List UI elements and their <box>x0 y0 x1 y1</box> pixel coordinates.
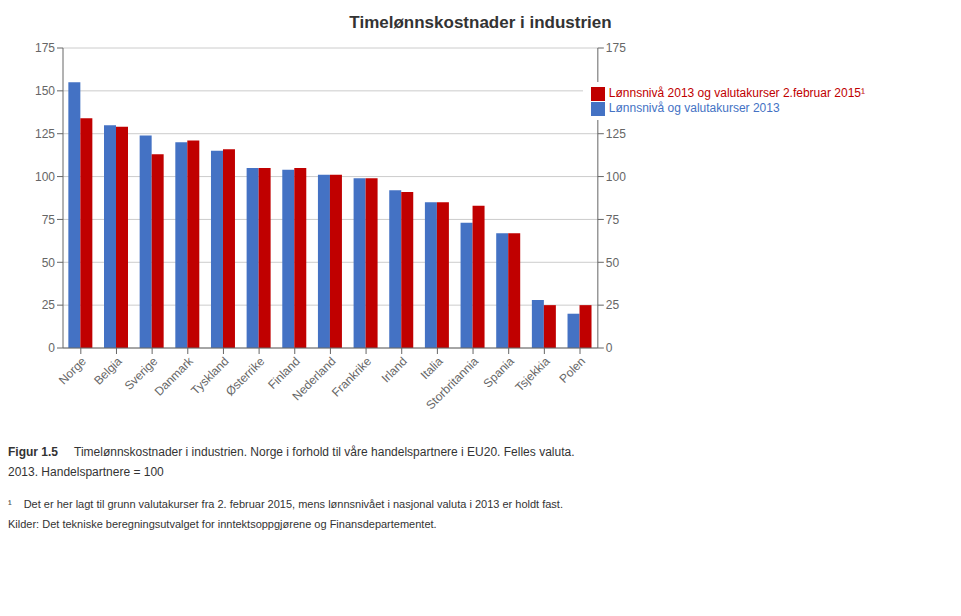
svg-text:175: 175 <box>606 41 626 55</box>
svg-text:175: 175 <box>35 41 55 55</box>
svg-text:100: 100 <box>606 170 626 184</box>
svg-text:Østerrike: Østerrike <box>223 354 268 399</box>
svg-text:125: 125 <box>606 127 626 141</box>
svg-text:Frankrike: Frankrike <box>329 354 374 399</box>
svg-text:Nederland: Nederland <box>290 354 339 403</box>
svg-text:Storbritannia: Storbritannia <box>423 354 481 412</box>
svg-text:50: 50 <box>606 256 620 270</box>
svg-text:Spania: Spania <box>481 354 518 391</box>
svg-text:150: 150 <box>35 84 55 98</box>
svg-text:0: 0 <box>48 341 55 355</box>
svg-text:Polen: Polen <box>557 354 589 386</box>
svg-text:150: 150 <box>606 84 626 98</box>
svg-text:Irland: Irland <box>379 354 410 385</box>
svg-text:50: 50 <box>42 256 56 270</box>
svg-text:25: 25 <box>606 298 620 312</box>
svg-text:Norge: Norge <box>56 354 89 387</box>
svg-text:Danmark: Danmark <box>152 354 197 399</box>
svg-text:0: 0 <box>606 341 613 355</box>
svg-text:75: 75 <box>42 213 56 227</box>
svg-text:Tsjekkia: Tsjekkia <box>512 354 552 394</box>
svg-text:75: 75 <box>606 213 620 227</box>
svg-text:100: 100 <box>35 170 55 184</box>
svg-text:Italia: Italia <box>418 354 446 382</box>
svg-text:125: 125 <box>35 127 55 141</box>
svg-text:25: 25 <box>42 298 56 312</box>
svg-text:Belgia: Belgia <box>91 354 125 388</box>
